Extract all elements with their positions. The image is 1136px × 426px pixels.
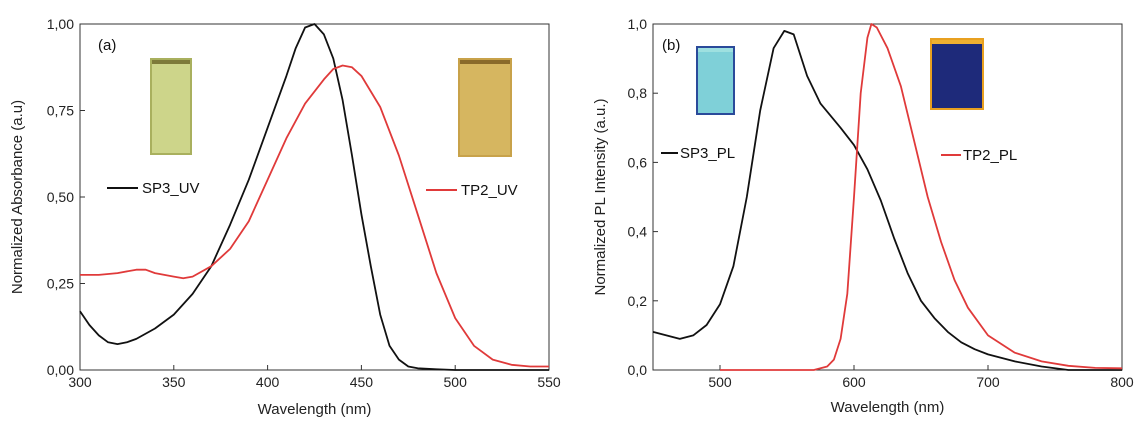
x-tick-label: 500	[444, 374, 468, 390]
series-line-sp3-uv	[79, 23, 549, 371]
sample-photo-1	[150, 58, 192, 155]
sample-photo-body	[152, 60, 190, 153]
x-tick-label: 500	[708, 374, 732, 390]
x-tick-label: 550	[537, 374, 561, 390]
x-tick-label: 300	[68, 374, 92, 390]
series-line-tp2-pl	[720, 23, 1123, 371]
panel-label: (b)	[662, 37, 680, 54]
sample-photo-body	[698, 48, 733, 113]
y-tick-label: 0,0	[628, 362, 648, 378]
sample-photo-body	[932, 40, 982, 108]
sample-photo-top-edge	[460, 60, 510, 64]
series-line-tp2-uv	[80, 64, 549, 368]
x-tick-label: 800	[1110, 374, 1134, 390]
y-axis-label: Normalized PL Intensity (a.u.)	[592, 98, 609, 295]
x-axis-label: Wavelength (nm)	[258, 401, 372, 418]
plot-frame	[652, 23, 1123, 371]
x-tick-label: 350	[162, 374, 186, 390]
y-tick-label: 0,00	[47, 362, 74, 378]
y-axis-label: Normalized Absorbance (a.u)	[9, 100, 26, 294]
panel-label: (a)	[98, 37, 116, 54]
y-tick-label: 0,2	[628, 293, 648, 309]
y-tick-label: 0,4	[628, 224, 648, 240]
sample-photo-top-edge	[698, 48, 733, 52]
x-tick-label: 400	[256, 374, 280, 390]
sample-photo-top-edge	[152, 60, 190, 64]
y-tick-label: 0,8	[628, 85, 648, 101]
y-tick-label: 1,00	[47, 16, 74, 32]
sample-photo-top-edge	[932, 40, 982, 44]
sample-photo-body	[460, 60, 510, 155]
chart-panel-a: 300 350 400 450 500 550 0,00 0,25 0,50 0,75 1,00 Wa…	[9, 16, 561, 418]
y-tick-label: 1,0	[628, 16, 648, 32]
legend-label: TP2_UV	[461, 182, 518, 199]
x-axis-label: Wavelength (nm)	[831, 399, 945, 416]
sample-photo-1	[696, 46, 735, 115]
x-tick-label: 600	[842, 374, 866, 390]
x-tick-label: 450	[350, 374, 374, 390]
series-line-sp3-pl	[652, 30, 1122, 371]
legend-label: SP3_PL	[680, 145, 735, 162]
legend-label: SP3_UV	[142, 180, 200, 197]
y-tick-label: 0,50	[47, 189, 74, 205]
sample-photo-2	[458, 58, 512, 157]
chart-panel-b: 500 600 700 800 0,0 0,2 0,4 0,6 0,8 1,0 Wavelength…	[592, 16, 1134, 416]
x-tick-label: 700	[976, 374, 1000, 390]
sample-photo-2	[930, 38, 984, 110]
y-tick-label: 0,25	[47, 276, 74, 292]
y-tick-label: 0,6	[628, 154, 648, 170]
legend-label: TP2_PL	[963, 147, 1017, 164]
y-tick-label: 0,75	[47, 103, 74, 119]
